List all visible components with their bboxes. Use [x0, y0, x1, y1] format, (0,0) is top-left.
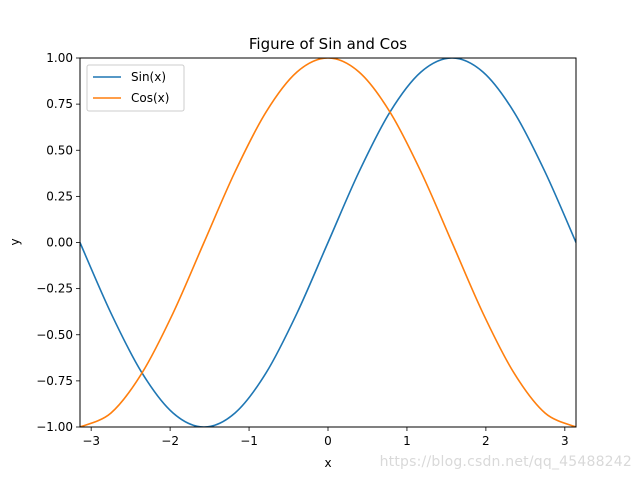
y-tick-label: −0.50 [36, 328, 73, 342]
y-tick-label: 0.00 [46, 236, 73, 250]
x-tick-label: −3 [82, 434, 100, 448]
x-tick-label: −2 [161, 434, 179, 448]
x-tick-label: 0 [324, 434, 332, 448]
y-tick-label: −0.25 [36, 282, 73, 296]
chart-title: Figure of Sin and Cos [249, 35, 407, 53]
y-tick-label: 1.00 [46, 51, 73, 65]
series-line-sin [80, 58, 576, 427]
x-tick-label: 2 [482, 434, 490, 448]
y-tick-label: −1.00 [36, 420, 73, 434]
x-tick-label: 3 [561, 434, 569, 448]
x-tick-label: 1 [403, 434, 411, 448]
y-tick-label: 0.75 [46, 97, 73, 111]
y-tick-label: 0.25 [46, 189, 73, 203]
x-tick-label: −1 [240, 434, 258, 448]
y-axis-label: y [8, 238, 22, 245]
x-axis-label: x [324, 456, 331, 470]
legend-label-cos: Cos(x) [131, 91, 169, 105]
watermark-url: https://blog.csdn.net/qq_45488242 [379, 454, 632, 470]
legend-label-sin: Sin(x) [131, 70, 166, 84]
series-line-cos [80, 58, 576, 427]
y-tick-label: 0.50 [46, 143, 73, 157]
legend: Sin(x) Cos(x) [86, 64, 185, 112]
y-tick-label: −0.75 [36, 374, 73, 388]
